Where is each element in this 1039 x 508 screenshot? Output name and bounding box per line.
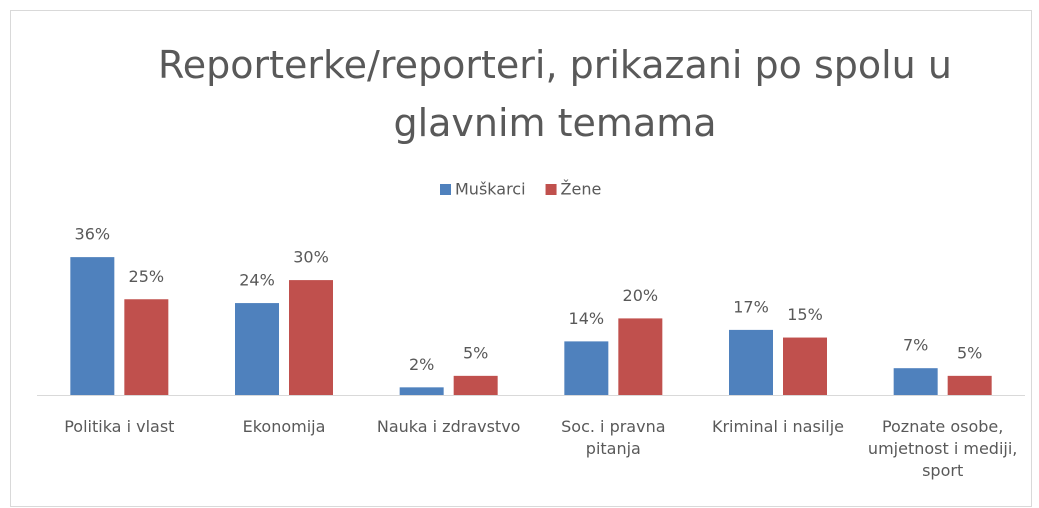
legend-label: Muškarci (455, 180, 526, 199)
data-label: 36% (75, 225, 111, 244)
data-label: 2% (409, 355, 434, 374)
data-label: 5% (463, 343, 488, 362)
data-label: 25% (129, 267, 165, 286)
bar (399, 387, 444, 395)
data-label: 7% (903, 336, 928, 355)
x-tick-label: Poznate osobe, umjetnost i mediji, sport (867, 417, 1018, 480)
bar (453, 375, 498, 395)
data-label: 20% (623, 286, 659, 305)
legend-label: Žene (561, 180, 602, 199)
chart-title: Reporterke/reporteri, prikazani po spolu… (158, 43, 952, 145)
bar (289, 280, 333, 395)
data-label: 24% (239, 271, 275, 290)
legend-swatch (440, 184, 451, 195)
x-tick-label: Kriminal i nasilje (711, 417, 844, 436)
bar (235, 303, 279, 395)
x-tick-label: Soc. i pravna pitanja (561, 417, 666, 458)
data-label: 17% (733, 297, 769, 316)
data-label: 14% (569, 309, 605, 328)
x-tick-label: Nauka i zdravstvo (376, 417, 521, 436)
data-label: 15% (787, 305, 823, 324)
bar (70, 257, 115, 395)
bar (947, 375, 992, 395)
data-label: 30% (293, 248, 329, 267)
data-label: 5% (957, 343, 982, 362)
bar (124, 299, 169, 395)
bar (893, 368, 938, 395)
bar (783, 337, 827, 395)
x-tick-label: Ekonomija (242, 417, 326, 436)
bar (729, 329, 773, 395)
legend-swatch (545, 184, 557, 195)
x-tick-label: Politika i vlast (64, 417, 175, 436)
bar (618, 318, 663, 395)
bar (564, 341, 609, 395)
chart-border (10, 10, 1032, 507)
